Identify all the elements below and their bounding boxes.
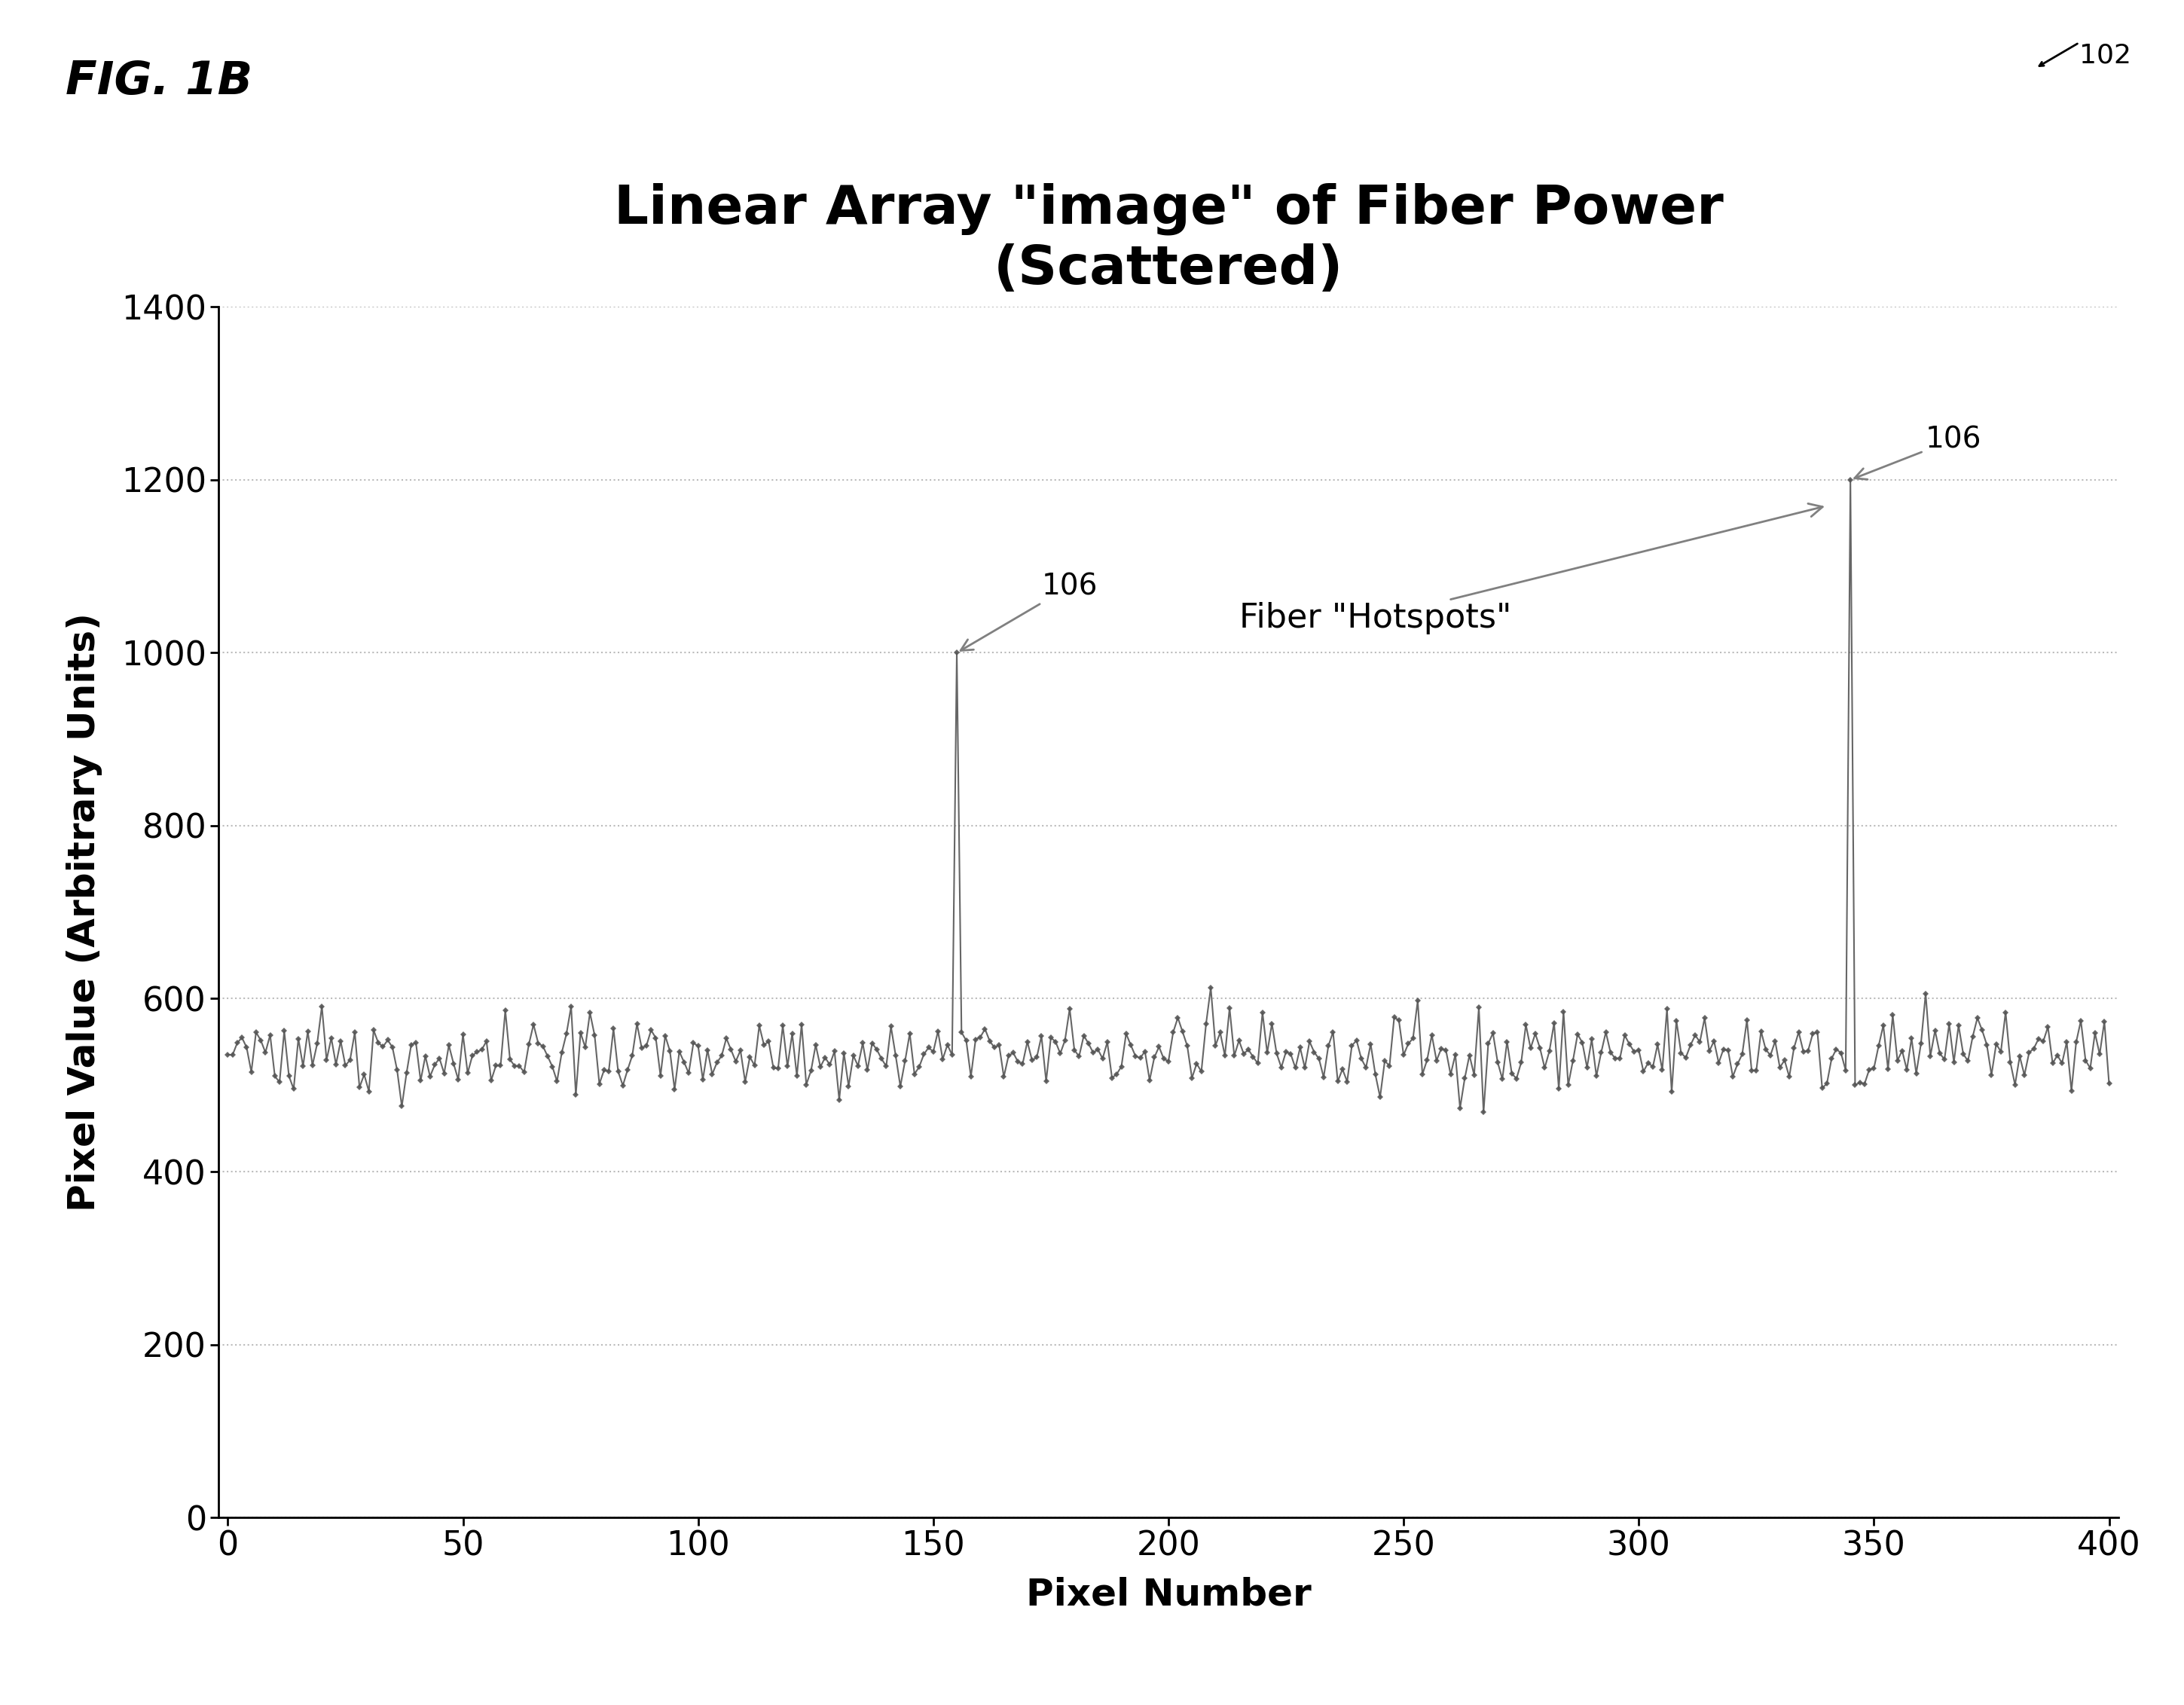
- Text: FIG. 1B: FIG. 1B: [66, 60, 253, 104]
- Text: 106: 106: [961, 573, 1099, 651]
- Text: Fiber "Hotspots": Fiber "Hotspots": [1238, 503, 1824, 634]
- X-axis label: Pixel Number: Pixel Number: [1026, 1577, 1310, 1613]
- Y-axis label: Pixel Value (Arbitrary Units): Pixel Value (Arbitrary Units): [66, 612, 103, 1212]
- Title: Linear Array "image" of Fiber Power
(Scattered): Linear Array "image" of Fiber Power (Sca…: [614, 182, 1723, 295]
- Text: 106: 106: [1854, 425, 1981, 479]
- Text: 102: 102: [2079, 43, 2132, 68]
